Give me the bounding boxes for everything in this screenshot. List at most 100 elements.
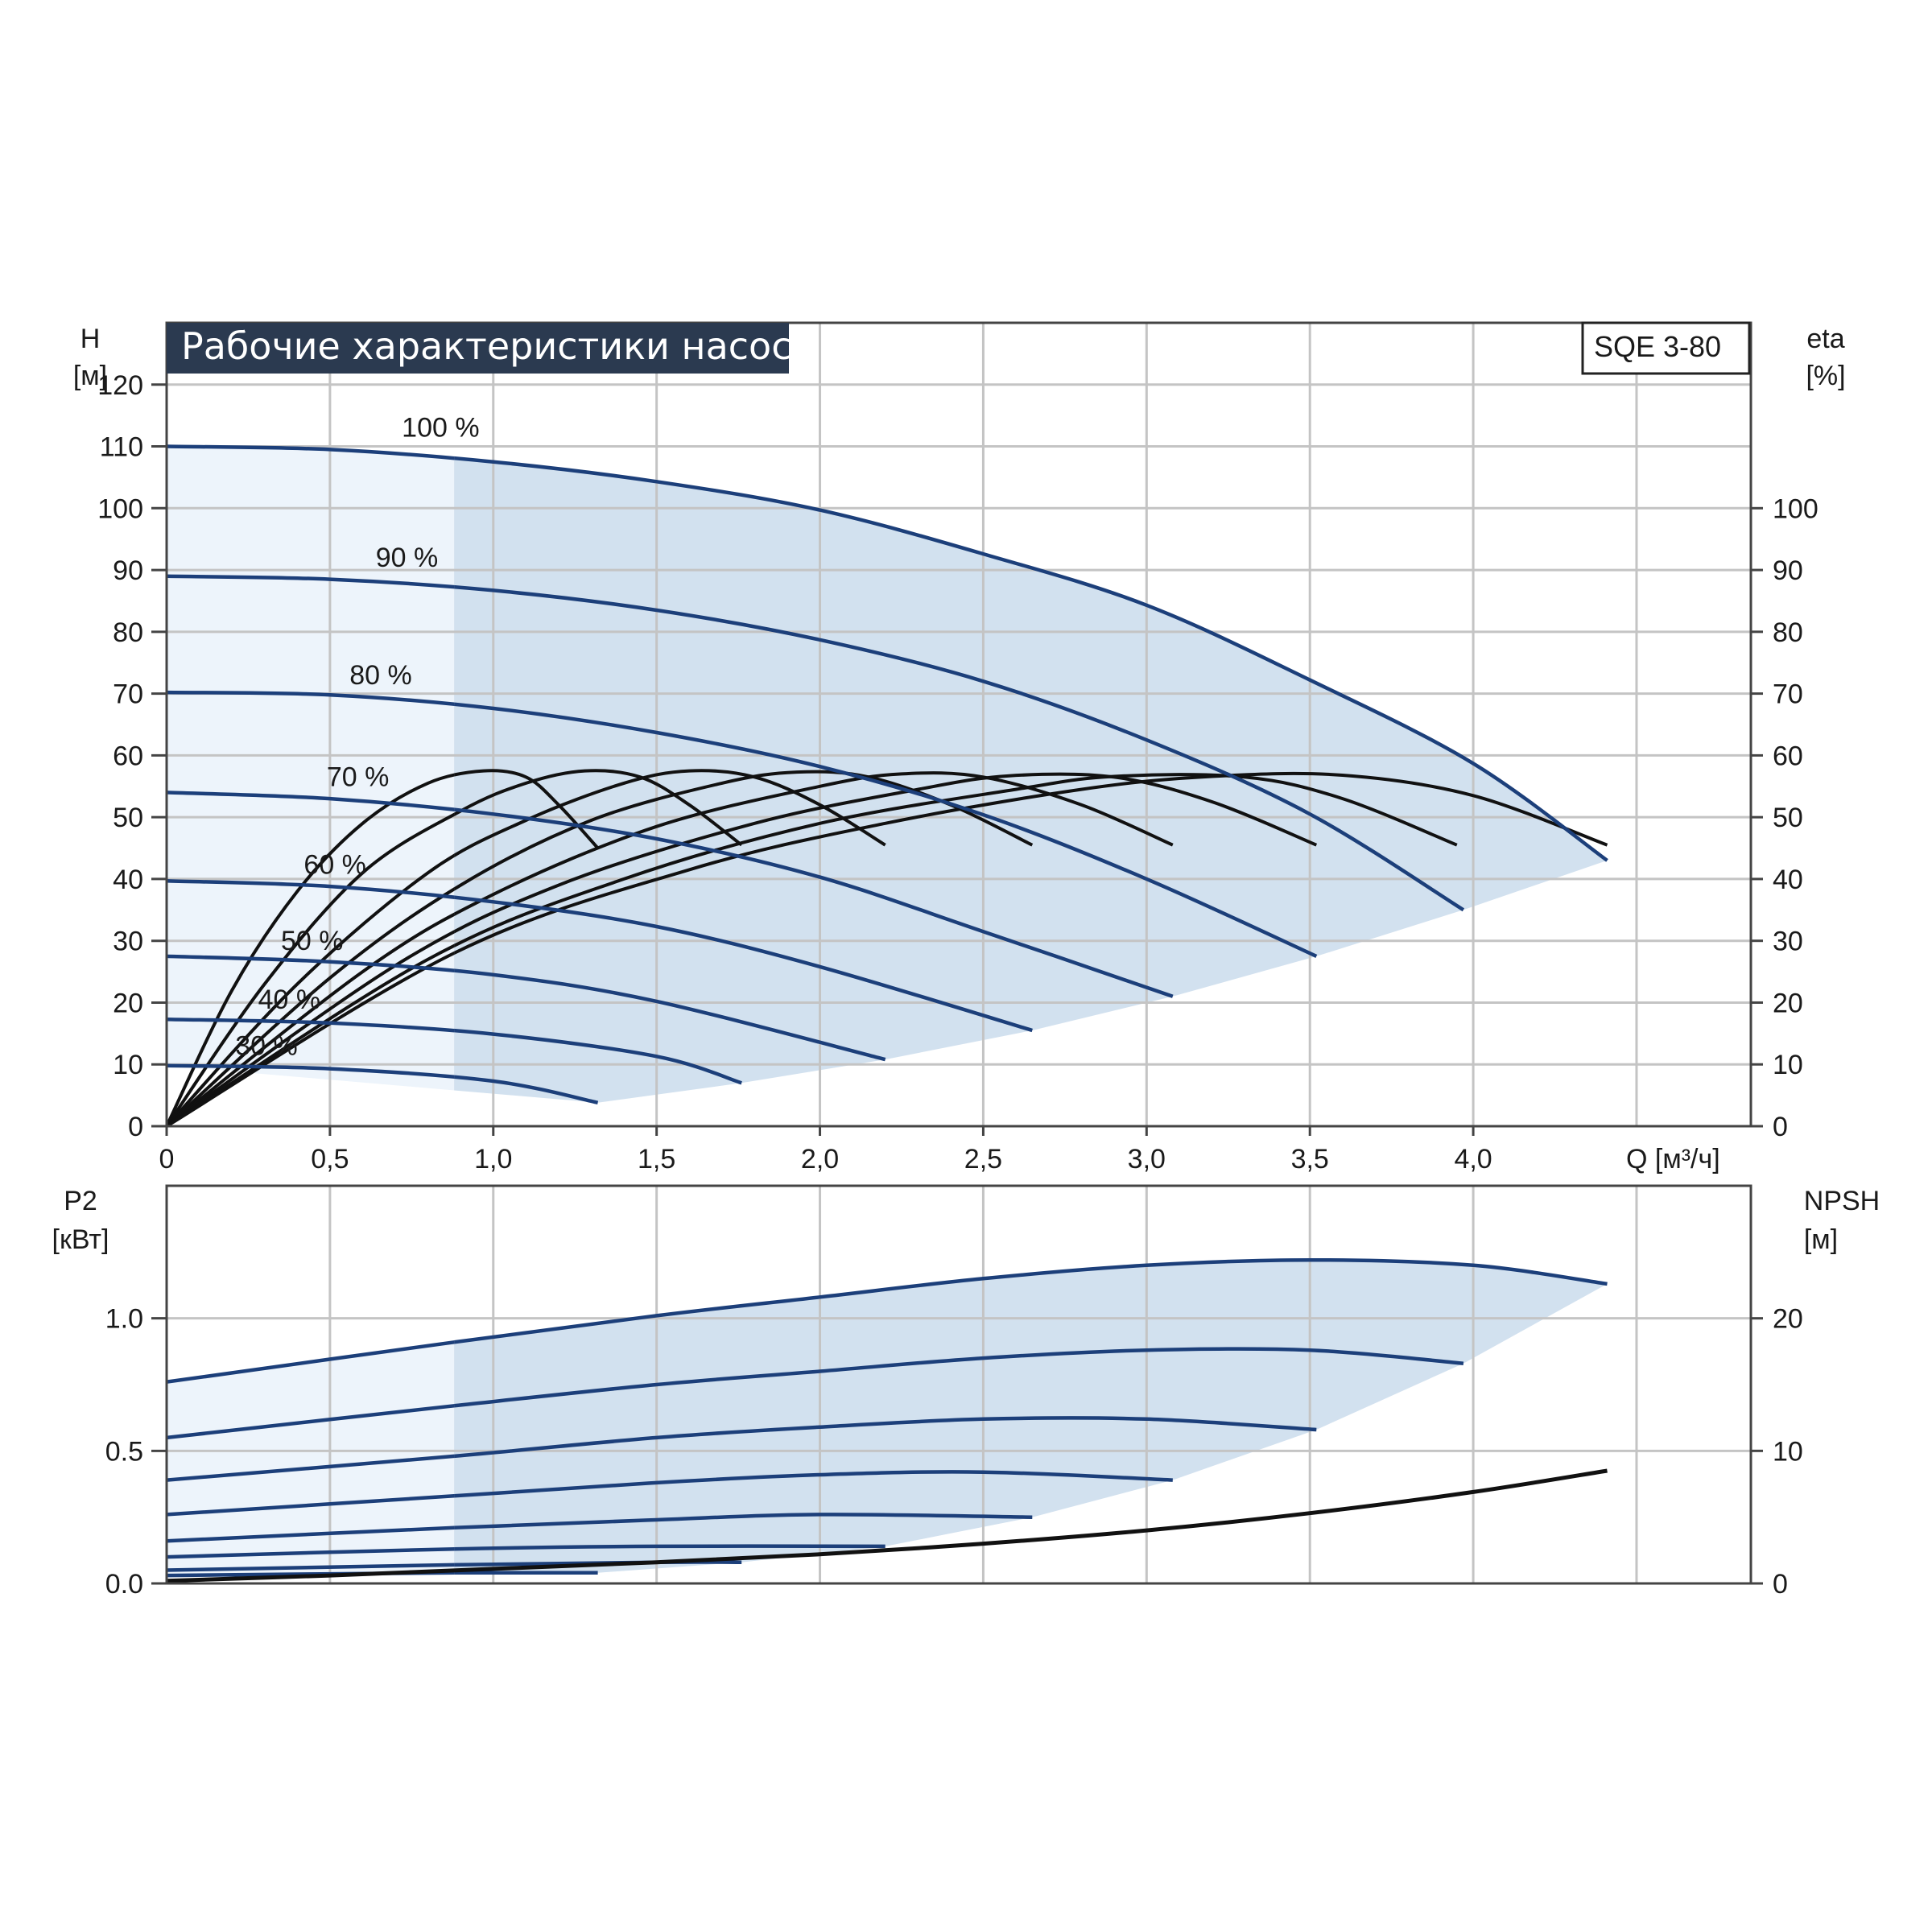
qh-curve-2: [454, 584, 1465, 912]
title-banner: Рабочие характеристики насоса: [167, 323, 815, 374]
speed-label-2: 90 %: [376, 543, 438, 573]
speed-label-7: 40 %: [258, 985, 321, 1015]
x-axis-title: Q [м³/ч]: [1626, 1144, 1720, 1174]
x-tick-label: 3,5: [1291, 1144, 1329, 1174]
y-left-title-top: H: [80, 324, 101, 354]
qh-curve-6-low: [167, 954, 455, 972]
qh-curve-4: [454, 807, 1174, 998]
x-tick-label: 4,0: [1454, 1144, 1492, 1174]
x-tick-label: 3,0: [1128, 1144, 1166, 1174]
model-box-frame: [1581, 321, 1751, 375]
power-curve-7-low: [167, 1563, 455, 1572]
x-tick-label: 1,0: [474, 1144, 512, 1174]
y-right-unit-bottom: [м]: [1804, 1224, 1838, 1255]
qh-curve-5: [454, 895, 1033, 1033]
x-tick-label: 2,5: [964, 1144, 1002, 1174]
x-tick-label: 0: [159, 1144, 175, 1174]
efficiency-curve-2: [167, 812, 455, 1128]
qh-curve-1: [454, 456, 1608, 862]
efficiency-curve-3: [167, 853, 455, 1128]
qh-curve-2-low: [167, 574, 455, 589]
y-left-tick-label: 60: [113, 741, 143, 771]
y-left-tick-label: 120: [97, 370, 143, 401]
low-flow-region: [167, 446, 455, 1091]
top-curves: 100 % 90 % 80 % 70 % 60 % 50 % 40 % 30 %: [167, 413, 1608, 1128]
title-background: [167, 323, 789, 374]
y-left-tick-label: 20: [113, 988, 143, 1018]
speed-label-3: 80 %: [349, 660, 412, 691]
y-right-tick-label: 20: [1773, 988, 1803, 1018]
power-curve-2: [454, 1347, 1464, 1408]
y-right-tick-label: 70: [1773, 679, 1803, 710]
chart-title: Рабочие характеристики насоса: [181, 324, 815, 368]
y-right-tick-label: 90: [1773, 555, 1803, 586]
efficiency-curve-3-main: [454, 769, 886, 858]
qh-curve-8-low: [167, 1063, 455, 1080]
power-curve-6-low: [167, 1546, 455, 1559]
power-curve-5: [454, 1513, 1033, 1530]
efficiency-curve-4: [167, 887, 455, 1128]
power-curve-4-low: [167, 1494, 455, 1517]
y-left-tick-label: 90: [113, 555, 143, 586]
model-box: SQE 3-80: [1581, 321, 1751, 375]
efficiency-curve-5-main: [454, 771, 1174, 917]
top-plot-frame: [165, 321, 1752, 1128]
y-right-tick-label: 50: [1773, 803, 1803, 833]
power-curve-4: [454, 1470, 1173, 1498]
model-label: SQE 3-80: [1594, 330, 1721, 363]
speed-label-8: 30 %: [235, 1030, 298, 1061]
efficiency-curve-6-main: [454, 772, 1318, 934]
speed-label-6: 50 %: [281, 926, 344, 956]
y-right-tick-label: 10: [1773, 1050, 1803, 1080]
y-left-title-bottom: P2: [64, 1186, 97, 1216]
y-right-tick-label-bottom: 0: [1773, 1569, 1788, 1600]
power-region: [167, 1260, 1608, 1576]
bottom-axis-ticks: 0.0 0.5 1.0 0 10 20: [105, 1304, 1803, 1600]
qh-curve-5-low: [167, 878, 455, 899]
power-curve-5-low: [167, 1525, 455, 1543]
qh-curve-7: [454, 1028, 742, 1085]
npsh-curve: [166, 1468, 1608, 1583]
qh-curve-8: [454, 1075, 599, 1105]
speed-label-5: 60 %: [303, 849, 366, 880]
top-axis-ticks: 0 0,5 1,0 1,5 2,0 2,5 3,0 3,5 4,0 0 10 20 30 40 50 60 70…: [97, 370, 1818, 1174]
qh-curve-4-low: [167, 791, 455, 811]
y-left-tick-label: 30: [113, 927, 143, 957]
y-right-tick-label-bottom: 20: [1773, 1304, 1803, 1335]
y-right-tick-label: 30: [1773, 927, 1803, 957]
y-right-title-bottom: NPSH: [1804, 1186, 1880, 1216]
bottom-plot: 0.0 0.5 1.0 0 10 20: [105, 1184, 1803, 1600]
efficiency-curve-7: [167, 943, 455, 1128]
y-left-tick-label-bottom: 1.0: [105, 1304, 143, 1335]
y-left-unit-bottom: [кВт]: [52, 1224, 109, 1255]
y-left-tick-label: 80: [113, 617, 143, 648]
qh-curve-6: [454, 968, 886, 1062]
power-curve-6: [454, 1544, 886, 1551]
speed-label-4: 70 %: [327, 762, 390, 792]
y-left-tick-label: 40: [113, 865, 143, 895]
power-curve-8: [454, 1571, 598, 1575]
power-curve-2-low: [167, 1404, 455, 1440]
efficiency-curve-5: [167, 912, 455, 1128]
y-left-tick-label-bottom: 0.0: [105, 1569, 143, 1600]
power-curve-1: [454, 1257, 1608, 1344]
x-tick-label: 2,0: [801, 1144, 839, 1174]
qh-curve-3: [454, 702, 1318, 958]
y-left-tick-label: 100: [97, 493, 143, 524]
y-right-title-top: eta: [1806, 324, 1844, 354]
y-left-tick-label: 0: [128, 1112, 143, 1142]
y-right-tick-label: 40: [1773, 865, 1803, 895]
y-right-unit-top: [%]: [1806, 361, 1845, 391]
top-plot: 100 % 90 % 80 % 70 % 60 % 50 % 40 % 30 % 0 0,5 1,…: [97, 321, 1818, 1174]
bottom-plot-frame: [165, 1184, 1752, 1585]
y-right-tick-label: 80: [1773, 617, 1803, 648]
qh-curve-7-low: [167, 1017, 455, 1033]
y-left-tick-label-bottom: 0.5: [105, 1436, 143, 1467]
speed-label-1: 100 %: [402, 413, 479, 444]
bottom-curves: [166, 1257, 1608, 1583]
y-right-tick-label: 60: [1773, 741, 1803, 771]
axis-titles: H [м] eta [%] Q [м³/ч] P2 [кВт] NPSH [м]: [52, 324, 1880, 1255]
efficiency-curve-2-main: [454, 769, 743, 847]
y-left-tick-label: 50: [113, 803, 143, 833]
